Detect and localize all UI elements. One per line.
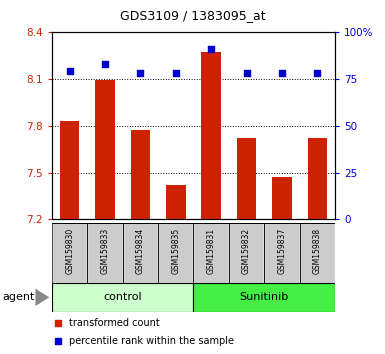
Point xyxy=(314,70,320,76)
Text: GSM159831: GSM159831 xyxy=(207,228,216,274)
Bar xyxy=(201,52,221,219)
Bar xyxy=(229,223,264,283)
Text: GSM159833: GSM159833 xyxy=(100,228,110,274)
Bar xyxy=(193,223,229,283)
Text: GSM159832: GSM159832 xyxy=(242,228,251,274)
Bar xyxy=(52,283,193,312)
Bar xyxy=(264,223,300,283)
Point xyxy=(67,68,73,74)
Bar xyxy=(300,223,335,283)
Text: GSM159837: GSM159837 xyxy=(277,228,286,274)
Point xyxy=(55,320,61,326)
Text: GSM159830: GSM159830 xyxy=(65,228,74,274)
Text: GSM159834: GSM159834 xyxy=(136,228,145,274)
Point xyxy=(208,46,214,52)
Text: control: control xyxy=(104,292,142,302)
Point xyxy=(102,61,108,67)
Bar xyxy=(131,130,150,219)
Text: GSM159835: GSM159835 xyxy=(171,228,180,274)
Text: GSM159838: GSM159838 xyxy=(313,228,322,274)
Bar xyxy=(193,283,335,312)
Bar xyxy=(158,223,193,283)
Text: GDS3109 / 1383095_at: GDS3109 / 1383095_at xyxy=(120,9,265,22)
Point xyxy=(137,70,144,76)
Bar xyxy=(308,138,327,219)
Bar xyxy=(272,177,291,219)
Bar xyxy=(237,138,256,219)
Point xyxy=(173,70,179,76)
Text: percentile rank within the sample: percentile rank within the sample xyxy=(69,336,234,346)
Text: agent: agent xyxy=(2,292,34,302)
Bar xyxy=(60,121,79,219)
Text: transformed count: transformed count xyxy=(69,318,160,328)
Bar xyxy=(166,185,186,219)
Polygon shape xyxy=(35,289,49,306)
Bar xyxy=(87,223,123,283)
Point xyxy=(243,70,249,76)
Bar xyxy=(123,223,158,283)
Point xyxy=(55,338,61,344)
Bar xyxy=(52,223,87,283)
Text: Sunitinib: Sunitinib xyxy=(239,292,289,302)
Point xyxy=(279,70,285,76)
Bar xyxy=(95,80,115,219)
